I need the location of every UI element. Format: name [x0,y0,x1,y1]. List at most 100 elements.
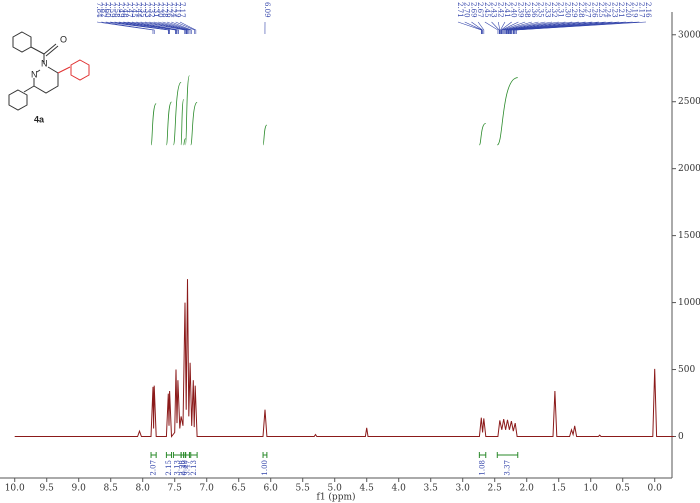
y-tick-label: 2000 [678,164,700,174]
peak-label: 2.28 [577,2,585,18]
x-tick-label: 10.0 [5,484,25,494]
x-axis-label: f1 (ppm) [317,492,356,503]
integral-curve [262,124,268,146]
peak-connector [114,21,170,34]
peak-connector [514,21,633,34]
integral-label: 1.08 [479,460,487,476]
peak-connector [136,21,179,34]
x-tick-label: 6.5 [232,484,247,494]
peak-label: 2.42 [496,2,504,18]
integral-curve [183,138,186,146]
peak-connector [464,21,483,34]
peak-label: 2.36 [530,2,538,18]
x-tick-label: 5.0 [328,484,343,494]
peak-label: 2.40 [510,2,518,18]
peak-connector [509,21,593,34]
integral-label: 3.47 [184,460,192,476]
y-tick-label: 1500 [678,231,700,241]
x-tick-label: 0.0 [648,484,663,494]
peak-label: 2.31 [557,2,565,18]
atom-label: N [31,69,38,79]
peak-label: 7.45 [130,2,138,18]
y-tick-label: 1000 [678,298,700,308]
peak-label: 2.71 [456,2,464,18]
x-tick-label: 1.5 [552,484,567,494]
compound-label: 4a [34,114,45,124]
peak-label: 2.20 [624,2,632,18]
peak-label: 2.25 [597,2,605,18]
peak-connector [505,21,553,34]
peak-connector [175,21,195,34]
x-tick-label: 2.5 [488,484,503,494]
x-tick-label: 4.0 [392,484,407,494]
peak-connector [179,21,197,34]
peak-label: 7.35 [139,2,147,18]
peak-label: 7.19 [174,2,182,18]
peak-connector [512,21,620,34]
peak-connector [162,21,190,34]
integral-label: 0.32 [181,460,189,476]
peak-connector [510,21,600,34]
peak-connector [504,21,539,34]
x-tick-label: 3.0 [456,484,471,494]
peak-label: 2.27 [584,2,592,18]
peak-label: 7.84 [95,2,103,18]
peak-label: 2.26 [590,2,598,18]
x-tick-label: 4.5 [360,484,375,494]
peak-connector [505,21,546,34]
x-tick-label: 9.0 [72,484,87,494]
integral-label: 3.13 [173,460,181,476]
peak-label: 7.44 [134,2,142,18]
peak-connector [491,21,500,34]
peak-connector [166,21,191,34]
peak-connector [158,21,188,34]
phenyl-ring [70,59,90,81]
peak-label: 2.30 [563,2,571,18]
peak-label: 7.82 [99,2,107,18]
integral-curve [166,101,172,146]
integral-curve [173,82,182,146]
peak-label: 2.39 [516,2,524,18]
x-tick-label: 1.0 [584,484,599,494]
peak-connector [506,21,559,34]
peak-label: 2.41 [503,2,511,18]
peak-label: 7.26 [165,2,173,18]
peak-label: 2.45 [483,2,491,18]
peak-label: 2.24 [604,2,612,18]
spacer [58,61,88,85]
peak-label: 7.24 [169,2,177,18]
peak-connector [501,21,519,34]
bond [45,45,59,57]
x-tick-label: 9.5 [40,484,55,494]
peak-connector [500,21,506,34]
peak-label: 2.69 [469,2,477,18]
atom-label: O [60,34,67,44]
peak-connector [513,21,626,34]
peak-connector [471,21,483,34]
peak-label: 2.38 [523,2,531,18]
benzene-ring [12,31,32,53]
ring [33,66,59,94]
y-tick-label: 500 [678,365,695,375]
integral-label: 2.07 [150,460,158,476]
integral-curve [190,102,198,146]
peak-label: 2.17 [637,2,645,18]
peak-connector [497,21,501,34]
y-tick-label: 3000 [678,30,700,40]
peak-label: 2.32 [550,2,558,18]
bond [57,66,71,74]
peak-label: 2.19 [631,2,639,18]
peak-label: 7.32 [147,2,155,18]
x-tick-label: 0.5 [616,484,631,494]
peak-connector [511,21,613,34]
integral-label: 2.28 [178,460,186,476]
peak-connector [507,21,566,34]
peak-connector [101,21,155,34]
integral-curve [185,75,190,146]
x-tick-label: 2.0 [520,484,535,494]
x-tick-label: 7.5 [168,484,183,494]
peak-label: 2.43 [490,2,498,18]
integral-label: 2.13 [190,460,198,476]
integral-curve [496,77,518,146]
x-tick-label: 5.5 [296,484,311,494]
